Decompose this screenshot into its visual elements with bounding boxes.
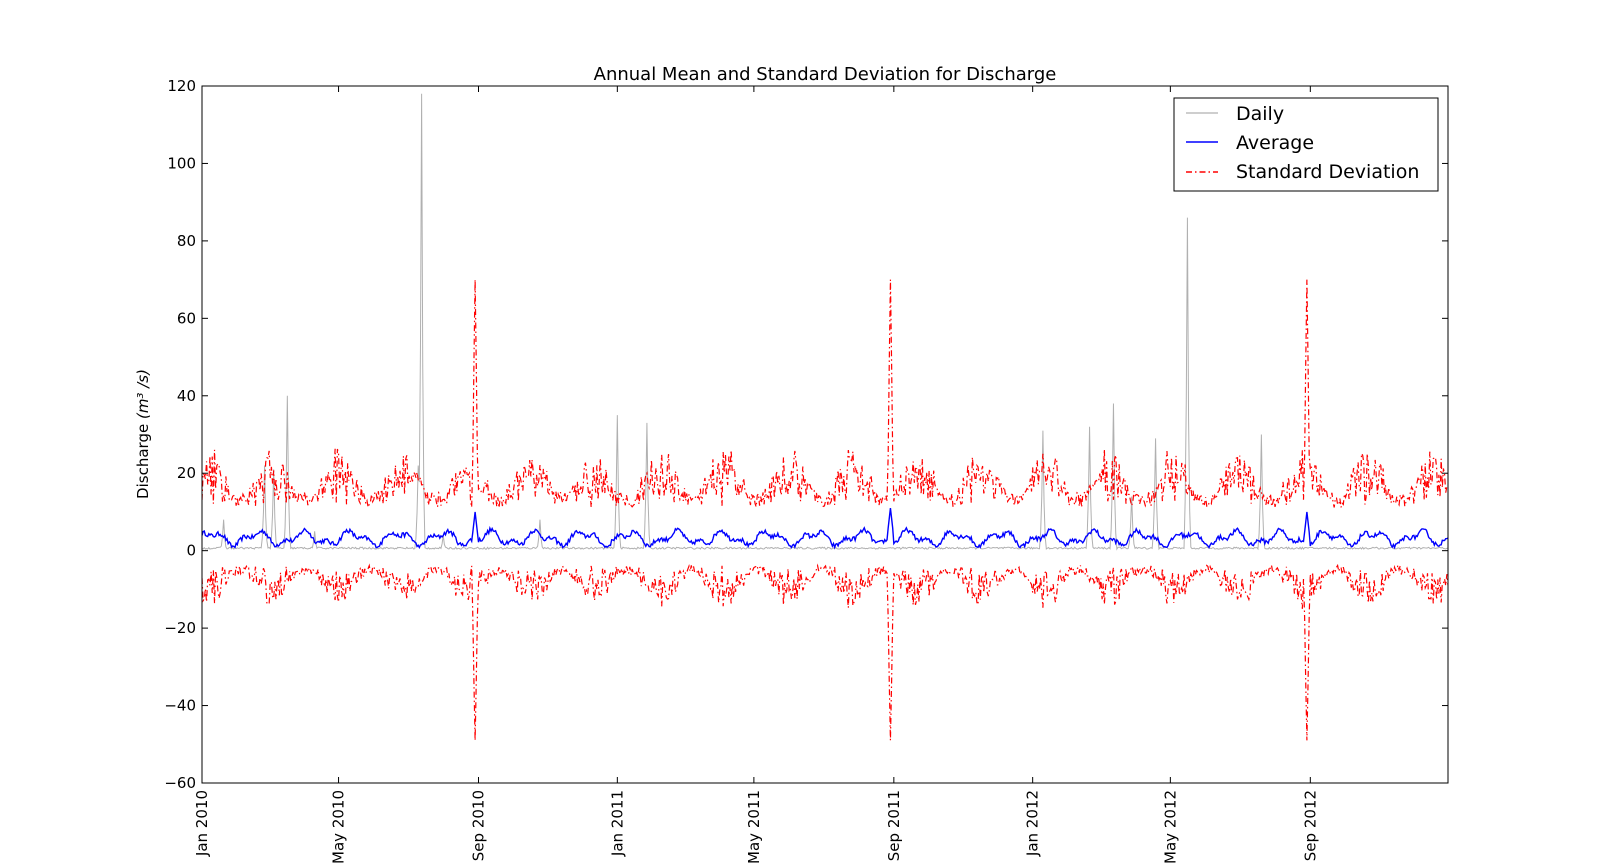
- x-tick-label: Sep 2012: [1301, 790, 1319, 861]
- series-daily-line: [202, 93, 1448, 551]
- x-tick-label: May 2011: [745, 790, 763, 864]
- series-std-lower-line: [202, 563, 1448, 741]
- x-tick-label: Jan 2010: [193, 790, 211, 857]
- y-tick-label: −40: [164, 697, 196, 715]
- legend-label-std: Standard Deviation: [1236, 161, 1419, 183]
- legend: Daily Average Standard Deviation: [1173, 97, 1439, 192]
- y-tick-label: 80: [177, 232, 196, 250]
- y-tick-label: 40: [177, 387, 196, 405]
- y-tick-label: −60: [164, 774, 196, 792]
- x-tick-label: May 2012: [1161, 790, 1179, 864]
- legend-label-daily: Daily: [1236, 103, 1284, 125]
- y-axis-label-unit: (m³ /s): [134, 369, 152, 419]
- y-axis-label: Discharge (m³ /s): [134, 369, 152, 499]
- y-tick-label: 120: [167, 77, 196, 95]
- x-tick-label: May 2010: [330, 790, 348, 864]
- x-tick-label: Jan 2011: [608, 790, 626, 857]
- x-tick-label: Jan 2012: [1024, 790, 1042, 857]
- y-tick-label: 0: [186, 542, 196, 560]
- series-layer: [202, 93, 1448, 741]
- plot-frame: [201, 85, 1449, 784]
- legend-label-average: Average: [1236, 132, 1314, 154]
- x-axis: Jan 2010 May 2010 Sep 2010 Jan 2011 May 2011…: [193, 86, 1319, 864]
- y-tick-label: 100: [167, 154, 196, 172]
- series-average-line: [202, 507, 1448, 550]
- y-tick-label: −20: [164, 619, 196, 637]
- plot-background: [202, 86, 1448, 783]
- chart-title: Annual Mean and Standard Deviation for D…: [594, 64, 1057, 85]
- series-std-upper-line: [202, 279, 1448, 510]
- y-axis-label-text: Discharge: [134, 424, 152, 499]
- x-tick-label: Sep 2010: [470, 790, 488, 861]
- y-axis: −60 −40 −20 0 20 40 60 80 100 120: [164, 77, 1448, 792]
- y-tick-label: 20: [177, 464, 196, 482]
- x-tick-label: Sep 2011: [885, 790, 903, 861]
- y-tick-label: 60: [177, 309, 196, 327]
